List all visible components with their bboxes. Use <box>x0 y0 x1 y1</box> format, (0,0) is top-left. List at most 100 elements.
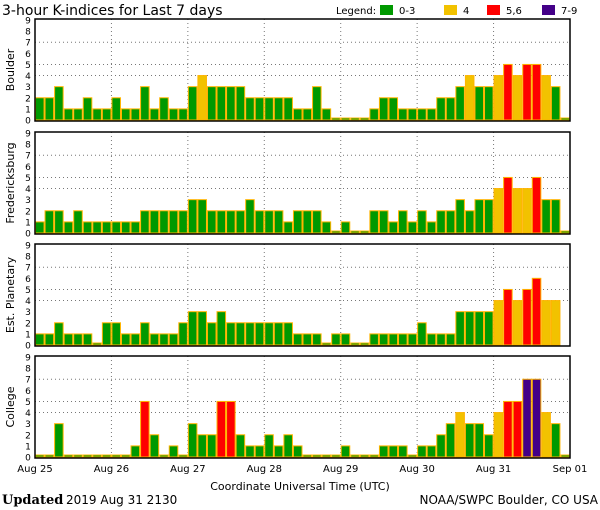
bar <box>245 445 255 458</box>
bar <box>512 400 523 458</box>
bar <box>522 63 532 121</box>
bar <box>541 75 551 121</box>
bar <box>120 333 131 346</box>
bar <box>216 86 227 121</box>
bar <box>369 454 379 458</box>
bar <box>140 400 150 458</box>
bar <box>130 221 141 234</box>
bar <box>455 199 465 234</box>
y-tick-label: 8 <box>25 28 31 38</box>
bar <box>235 86 246 121</box>
y-tick-label: 8 <box>25 365 31 375</box>
bar <box>149 434 160 458</box>
bar <box>407 108 418 121</box>
y-tick-label: 0 <box>25 230 31 240</box>
bar <box>82 97 93 121</box>
y-tick-label: 2 <box>25 207 31 217</box>
bar <box>550 300 561 346</box>
bar <box>436 434 446 458</box>
bar <box>101 108 112 121</box>
bar <box>522 378 532 458</box>
bar <box>331 117 341 121</box>
bar <box>522 288 532 346</box>
legend-swatch <box>487 5 500 15</box>
bar <box>63 333 74 346</box>
y-tick-label: 2 <box>25 319 31 329</box>
y-tick-label: 3 <box>25 420 31 430</box>
bar <box>474 311 485 346</box>
bar <box>111 97 121 121</box>
y-tick-label: 9 <box>25 17 31 27</box>
bar <box>560 454 570 458</box>
x-tick-label: Aug 28 <box>247 464 282 475</box>
bar <box>292 108 303 121</box>
bar <box>273 97 284 121</box>
source-credit: NOAA/SWPC Boulder, CO USA <box>420 493 599 507</box>
bar <box>350 342 360 346</box>
bar <box>187 86 198 121</box>
bar <box>369 108 379 121</box>
bar <box>550 199 561 234</box>
y-tick-label: 9 <box>25 130 31 140</box>
bar <box>235 434 246 458</box>
y-tick-label: 5 <box>25 286 31 296</box>
y-tick-label: 1 <box>25 218 31 228</box>
bar <box>120 454 131 458</box>
y-tick-label: 0 <box>25 117 31 127</box>
y-tick-label: 3 <box>25 196 31 206</box>
panel-frame <box>34 243 571 347</box>
bar <box>82 221 93 234</box>
bar <box>484 86 494 121</box>
legend-entry: 0-3 <box>399 6 415 17</box>
bar <box>73 108 83 121</box>
y-tick-label: 8 <box>25 141 31 151</box>
y-tick-label: 6 <box>25 387 31 397</box>
bar <box>283 434 293 458</box>
y-tick-label: 3 <box>25 83 31 93</box>
bar <box>503 288 513 346</box>
bar <box>455 311 465 346</box>
bar <box>464 75 475 121</box>
y-tick-label: 4 <box>25 409 31 419</box>
bar <box>407 221 418 234</box>
bar <box>445 210 456 234</box>
bar <box>54 86 64 121</box>
bar <box>206 210 217 234</box>
bar <box>445 333 456 346</box>
bar <box>159 210 169 234</box>
bar <box>101 454 112 458</box>
bar <box>388 221 399 234</box>
bar <box>63 108 74 121</box>
bar <box>101 221 112 234</box>
bar <box>417 445 427 458</box>
bar <box>426 333 437 346</box>
bar <box>550 423 561 458</box>
bar <box>273 210 284 234</box>
bar <box>197 199 207 234</box>
bar <box>321 454 332 458</box>
bar <box>292 333 303 346</box>
bar <box>111 322 121 346</box>
y-tick-label: 6 <box>25 163 31 173</box>
bar <box>388 333 399 346</box>
bar <box>283 97 293 121</box>
bar <box>417 210 427 234</box>
panel-frame <box>34 131 571 235</box>
bar <box>216 311 227 346</box>
bar <box>426 221 437 234</box>
bar <box>484 434 494 458</box>
bar <box>455 412 465 458</box>
bar <box>340 445 351 458</box>
bar <box>187 199 198 234</box>
bar <box>187 423 198 458</box>
bar <box>254 322 265 346</box>
bar <box>464 423 475 458</box>
bar <box>178 108 188 121</box>
station-label: Fredericksburg <box>4 142 17 223</box>
bar <box>245 322 255 346</box>
y-tick-label: 7 <box>25 152 31 162</box>
bar <box>264 434 274 458</box>
